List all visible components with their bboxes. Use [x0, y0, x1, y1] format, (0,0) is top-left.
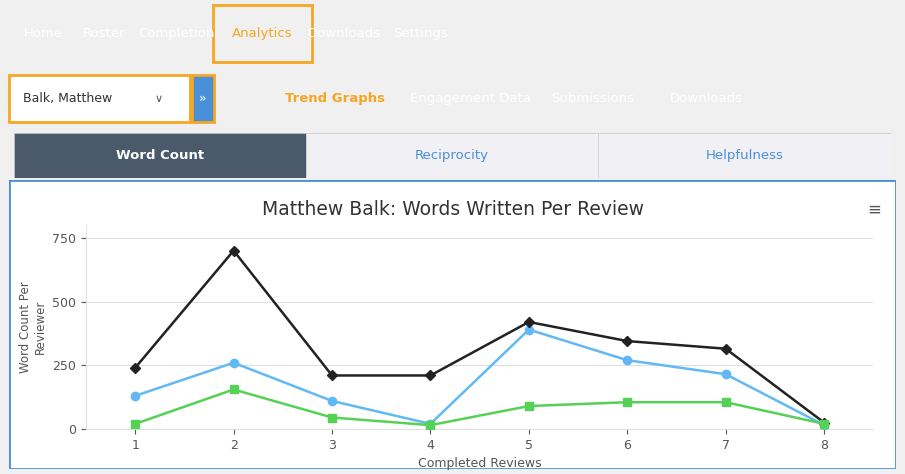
Text: Reciprocity: Reciprocity [415, 149, 489, 162]
Text: »: » [199, 92, 206, 105]
Text: Balk, Matthew: Balk, Matthew [24, 92, 112, 105]
Text: ∨: ∨ [155, 94, 162, 104]
Text: Submissions: Submissions [551, 92, 634, 105]
FancyBboxPatch shape [14, 133, 891, 178]
FancyBboxPatch shape [9, 75, 190, 122]
Text: Trend Graphs: Trend Graphs [285, 92, 385, 105]
Text: Matthew Balk: Words Written Per Review: Matthew Balk: Words Written Per Review [262, 201, 643, 219]
Text: Analytics: Analytics [233, 27, 292, 40]
Y-axis label: Word Count Per
Reviewer: Word Count Per Reviewer [19, 281, 47, 373]
Text: Downloads: Downloads [670, 92, 742, 105]
Text: Word Count: Word Count [116, 149, 204, 162]
Text: Helpfulness: Helpfulness [706, 149, 784, 162]
Text: ≡: ≡ [867, 201, 881, 219]
Text: Number of words given in comments by Matthew, compared against class averages: Number of words given in comments by Mat… [204, 227, 701, 239]
Bar [14, 133, 306, 178]
Text: Completion: Completion [138, 27, 214, 40]
Text: Engagement Data: Engagement Data [410, 92, 531, 105]
Bar [306, 133, 598, 178]
Text: Settings: Settings [394, 27, 448, 40]
Text: Downloads: Downloads [308, 27, 380, 40]
Text: Home: Home [24, 27, 63, 40]
Bar [598, 133, 891, 178]
FancyBboxPatch shape [9, 180, 896, 469]
X-axis label: Completed Reviews: Completed Reviews [418, 457, 541, 470]
FancyBboxPatch shape [192, 75, 214, 122]
Text: Roster: Roster [83, 27, 125, 40]
